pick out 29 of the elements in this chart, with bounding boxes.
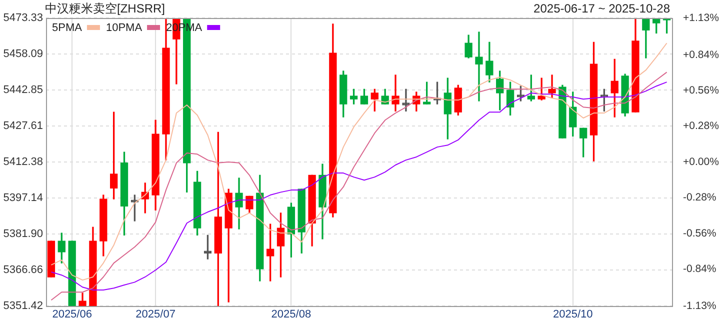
y-tick-label: 5351.42 bbox=[3, 300, 43, 312]
y2-tick-label: -1.13% bbox=[683, 300, 716, 312]
y-tick-label: 5473.33 bbox=[3, 12, 43, 24]
y2-tick-label: -0.56% bbox=[683, 227, 716, 240]
candlestick bbox=[392, 74, 400, 112]
x-tick-label: 2025/10 bbox=[553, 308, 593, 320]
y-tick-label: 5366.66 bbox=[3, 264, 43, 276]
y-tick-label: 5412.38 bbox=[3, 156, 43, 168]
candlestick bbox=[475, 32, 483, 102]
x-tick-label: 2025/07 bbox=[136, 308, 176, 320]
text: 2025-06-17 ~ 2025-10-28 bbox=[534, 1, 670, 16]
y2-tick-label: +0.00% bbox=[683, 156, 719, 168]
x-tick-label: 2025/08 bbox=[271, 308, 312, 320]
y2-tick-label: -0.28% bbox=[683, 192, 716, 204]
y2-tick-label: +1.13% bbox=[683, 12, 719, 24]
legend-label: 10PMA bbox=[106, 22, 143, 34]
x-tick-label: 2025/06 bbox=[52, 308, 92, 320]
y2-tick-label: +0.28% bbox=[683, 120, 719, 132]
y-tick-label: 5458.09 bbox=[3, 48, 43, 60]
y-tick-label: 5397.14 bbox=[3, 192, 43, 204]
chart-title: 中汉粳米卖空[ZHSRR] bbox=[45, 1, 165, 16]
y2-tick-label: -0.84% bbox=[683, 262, 716, 275]
y2-tick-label: +0.84% bbox=[683, 48, 719, 61]
candlestick bbox=[402, 88, 410, 112]
legend-label: 5PMA bbox=[52, 22, 83, 34]
y-tick-label: 5381.90 bbox=[3, 228, 43, 240]
y2-tick-label: +0.56% bbox=[683, 84, 719, 97]
y-tick-label: 5442.85 bbox=[3, 84, 43, 96]
y-tick-label: 5427.61 bbox=[3, 120, 43, 132]
